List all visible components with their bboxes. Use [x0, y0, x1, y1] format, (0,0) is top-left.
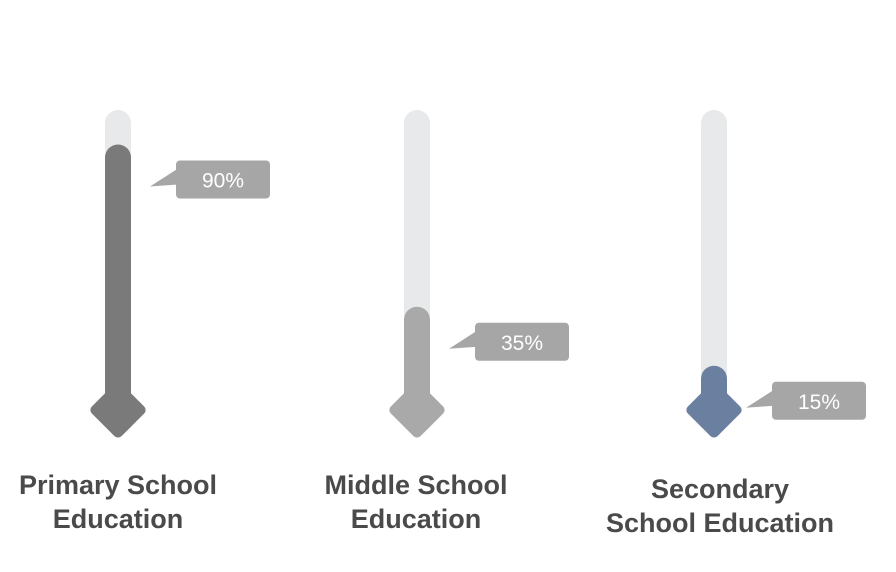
value-callout-pointer	[150, 168, 178, 187]
value-callout	[772, 381, 866, 420]
bar-fill	[404, 306, 430, 414]
category-label-primary: Primary School Education	[18, 470, 218, 534]
value-label: 90%	[202, 170, 244, 193]
value-label: 15%	[798, 391, 840, 414]
bar-fill	[701, 365, 727, 414]
value-callout-pointer	[449, 330, 477, 349]
value-callout	[176, 160, 270, 199]
category-label-middle: Middle School Education	[324, 470, 508, 534]
value-callout	[475, 322, 569, 361]
value-callout-pointer	[746, 389, 774, 408]
category-label-secondary: Secondary School Education	[605, 474, 834, 538]
bar-fill	[105, 144, 131, 414]
value-label: 35%	[501, 332, 543, 355]
bar-track	[701, 110, 727, 420]
